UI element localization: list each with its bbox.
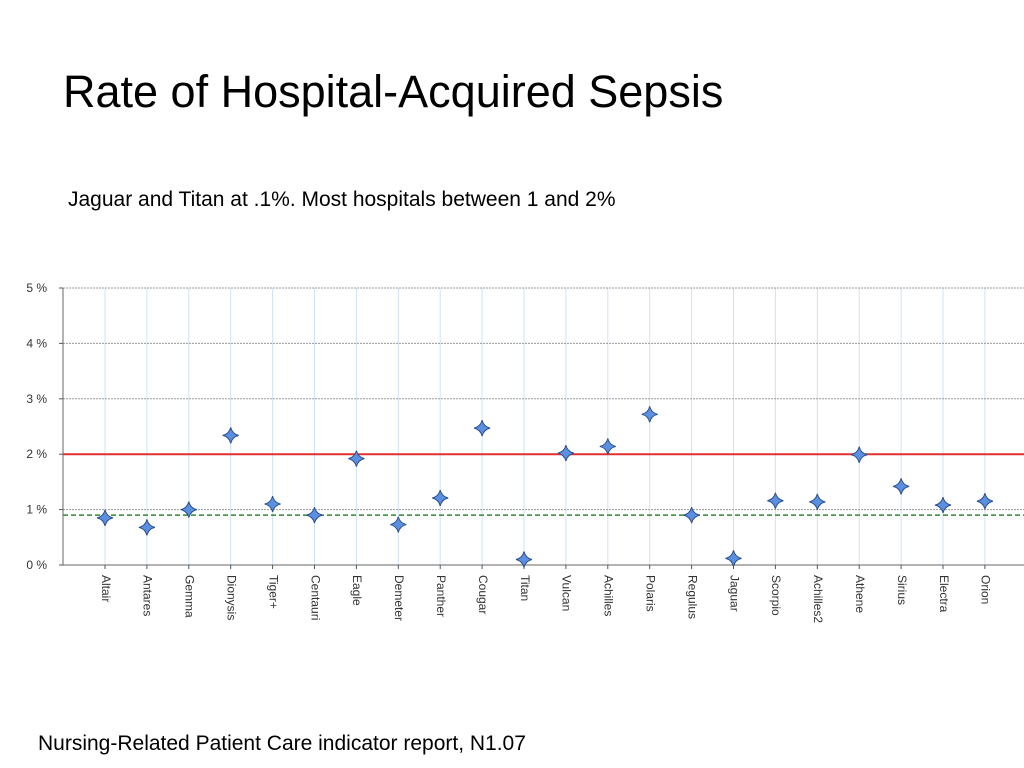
x-tick-label: Electra	[937, 575, 951, 613]
data-point-centauri	[306, 507, 323, 524]
data-point-dionysis	[222, 427, 239, 444]
x-tick-label: Scorpio	[769, 575, 783, 616]
slide-footer: Nursing-Related Patient Care indicator r…	[38, 732, 526, 755]
grid-layer	[63, 287, 1024, 565]
x-tick-label: Orion	[979, 575, 993, 604]
x-tick-label: Centauri	[308, 575, 322, 620]
data-point-tiger-	[264, 495, 281, 513]
reference-lines	[63, 453, 1024, 516]
x-tick-label: Antares	[141, 575, 155, 616]
data-point-electra	[934, 497, 952, 514]
y-tick-label: 3 %	[26, 392, 47, 406]
x-tick-label: Altair	[99, 575, 113, 602]
data-point-athene	[851, 446, 868, 463]
data-point-titan	[515, 551, 533, 568]
x-tick-label: Gemma	[183, 575, 197, 618]
data-point-gemma	[180, 501, 197, 518]
data-point-antares	[138, 519, 156, 536]
slide-subtitle: Jaguar and Titan at .1%. Most hospitals …	[68, 188, 616, 211]
sepsis-rate-chart: 0 % 1 % 2 % 3 % 4 % 5 % Altair Antares Gemma Dio…	[26, 281, 1024, 623]
x-tick-label: Eagle	[350, 575, 364, 606]
data-point-achilles	[599, 438, 616, 455]
x-tick-label: Achilles2	[811, 575, 825, 623]
data-point-altair	[96, 509, 114, 527]
x-tick-label: Vulcan	[560, 575, 574, 611]
x-tick-label: Regulus	[685, 575, 699, 619]
x-tick-labels: Altair Antares Gemma Dionysis Tiger+ Centauri…	[99, 575, 993, 623]
data-point-sirius	[892, 478, 910, 495]
x-tick-label: Jaguar	[727, 575, 741, 612]
x-tick-label: Demeter	[392, 575, 406, 621]
x-tick-label: Dionysis	[225, 575, 239, 620]
y-tick-label: 5 %	[26, 281, 47, 295]
x-tick-label: Sirius	[895, 575, 909, 605]
data-point-polaris	[641, 406, 658, 423]
x-tick-label: Polaris	[644, 575, 658, 612]
data-point-panther	[432, 489, 449, 507]
data-point-orion	[976, 493, 994, 510]
data-point-eagle	[348, 450, 365, 467]
x-tick-label: Cougar	[476, 575, 490, 614]
data-point-demeter	[390, 516, 407, 533]
y-tick-label: 4 %	[26, 336, 47, 350]
y-tick-label: 0 %	[26, 558, 47, 572]
x-tick-label: Tiger+	[266, 575, 280, 609]
slide-title: Rate of Hospital-Acquired Sepsis	[63, 66, 724, 117]
axes	[59, 287, 1024, 569]
y-tick-labels: 0 % 1 % 2 % 3 % 4 % 5 %	[26, 281, 47, 572]
y-tick-label: 2 %	[26, 447, 47, 461]
data-point-vulcan	[557, 444, 575, 462]
data-point-jaguar	[725, 550, 742, 567]
x-tick-label: Panther	[434, 575, 448, 617]
data-points	[96, 406, 994, 568]
x-tick-label: Achilles	[602, 575, 616, 616]
x-tick-label: Titan	[518, 575, 532, 601]
y-tick-label: 1 %	[26, 503, 47, 517]
data-point-regulus	[683, 507, 700, 524]
data-point-scorpio	[767, 492, 784, 509]
data-point-achilles2	[809, 493, 826, 510]
x-tick-label: Athene	[853, 575, 867, 613]
data-point-cougar	[473, 420, 491, 437]
